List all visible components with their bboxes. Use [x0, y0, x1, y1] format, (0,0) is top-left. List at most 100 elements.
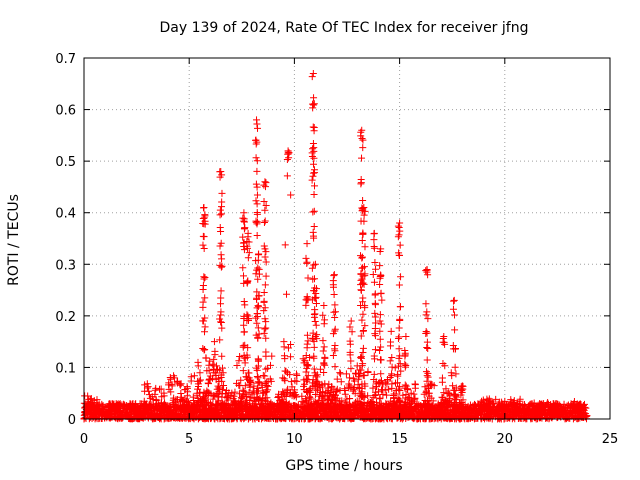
roti-point — [311, 169, 319, 177]
roti-point — [423, 377, 431, 385]
roti-point — [359, 205, 367, 213]
roti-point — [253, 288, 261, 296]
roti-point — [246, 383, 254, 391]
roti-point — [345, 380, 353, 388]
roti-point — [312, 299, 320, 307]
roti-point — [549, 407, 557, 415]
roti-point — [358, 316, 366, 324]
roti-point — [387, 327, 395, 335]
roti-point — [367, 400, 375, 408]
roti-point — [253, 387, 261, 395]
roti-point — [254, 414, 262, 422]
roti-point — [331, 327, 339, 335]
roti-point — [310, 343, 318, 351]
roti-point — [329, 403, 337, 411]
roti-point — [244, 407, 252, 415]
roti-point — [242, 399, 250, 407]
roti-point — [211, 351, 219, 359]
roti-point — [318, 397, 326, 405]
roti-point — [423, 338, 431, 346]
roti-point — [377, 320, 385, 328]
roti-point — [252, 400, 260, 408]
roti-point — [320, 360, 328, 368]
roti-point — [313, 386, 321, 394]
roti-point — [303, 362, 311, 370]
roti-point — [393, 371, 401, 379]
roti-point — [255, 270, 263, 278]
roti-point — [371, 259, 379, 267]
x-tick-label: 20 — [497, 432, 514, 447]
roti-point — [197, 376, 205, 384]
roti-point — [399, 391, 407, 399]
roti-point — [507, 398, 515, 406]
roti-point — [386, 407, 394, 415]
roti-point — [291, 377, 299, 385]
roti-point — [255, 292, 263, 300]
roti-point — [308, 176, 316, 184]
roti-point — [261, 253, 269, 261]
roti-point — [450, 386, 458, 394]
roti-point — [535, 403, 543, 411]
roti-point — [453, 393, 461, 401]
roti-point — [421, 397, 429, 405]
roti-point — [388, 353, 396, 361]
roti-point — [385, 385, 393, 393]
roti-point — [386, 414, 394, 422]
roti-point — [218, 377, 226, 385]
roti-point — [529, 405, 537, 413]
roti-point — [319, 347, 327, 355]
roti-point — [170, 372, 178, 380]
roti-point — [218, 189, 226, 197]
roti-point — [449, 342, 457, 349]
roti-point — [360, 399, 368, 407]
roti-point — [311, 400, 319, 408]
roti-point — [261, 206, 269, 214]
roti-point — [300, 399, 308, 407]
roti-point — [254, 302, 262, 310]
roti-point — [481, 404, 489, 412]
roti-point — [451, 363, 459, 371]
roti-point — [158, 393, 166, 401]
roti-point — [402, 382, 410, 390]
roti-point — [357, 332, 365, 340]
roti-point — [452, 411, 460, 419]
roti-point — [241, 382, 249, 390]
roti-point — [298, 392, 306, 400]
roti-point — [216, 223, 224, 231]
y-tick-label: 0.4 — [55, 207, 76, 222]
roti-point — [438, 405, 446, 413]
roti-point — [230, 392, 238, 400]
roti-point — [247, 394, 255, 402]
roti-point — [330, 290, 338, 298]
roti-point — [364, 368, 372, 376]
roti-point — [402, 332, 410, 340]
roti-point — [308, 73, 316, 81]
roti-point — [245, 389, 253, 397]
roti-point — [259, 399, 267, 407]
roti-point — [349, 387, 357, 395]
roti-point — [322, 388, 330, 396]
roti-point — [310, 154, 318, 162]
roti-point — [186, 403, 194, 411]
roti-point — [331, 363, 339, 371]
roti-point — [395, 231, 403, 239]
roti-point — [155, 403, 163, 411]
roti-point — [244, 244, 252, 252]
roti-point — [333, 387, 341, 395]
roti-point — [241, 301, 249, 309]
roti-point — [210, 392, 218, 400]
roti-point — [261, 178, 269, 186]
roti-point — [337, 378, 345, 386]
roti-point — [291, 391, 299, 399]
roti-point — [215, 384, 223, 392]
roti-point — [242, 373, 250, 381]
roti-point — [131, 405, 139, 413]
roti-point — [254, 275, 262, 283]
roti-point — [394, 394, 402, 402]
roti-point — [394, 334, 402, 342]
roti-point — [311, 182, 319, 190]
roti-point — [424, 315, 432, 323]
roti-point — [280, 352, 288, 360]
roti-point — [200, 233, 208, 241]
x-tick-label: 0 — [80, 432, 88, 447]
